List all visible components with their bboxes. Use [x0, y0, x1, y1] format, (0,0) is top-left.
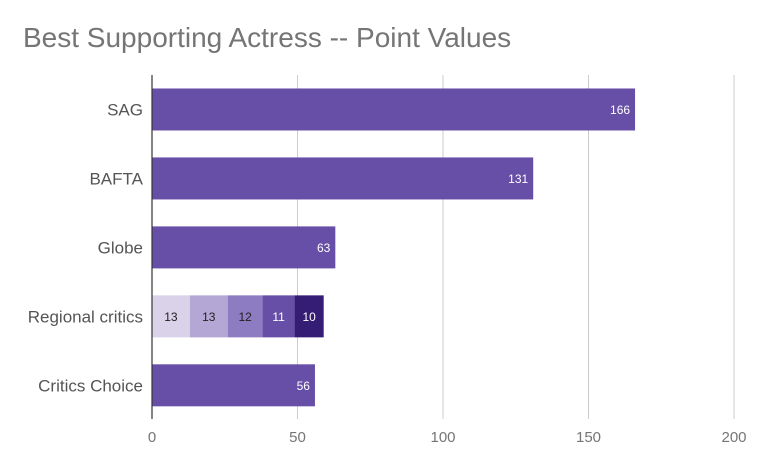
data-label: 63: [317, 241, 331, 255]
bar-segment: [152, 226, 336, 269]
bar-segment: [189, 295, 228, 338]
category-label: Regional critics: [28, 307, 143, 326]
data-label: 12: [238, 310, 252, 324]
chart-title: Best Supporting Actress -- Point Values: [23, 22, 512, 53]
bar-segment: [262, 295, 295, 338]
data-label: 13: [164, 310, 178, 324]
x-tick-label: 150: [576, 429, 601, 446]
data-label: 166: [610, 103, 630, 117]
bar-segment: [227, 295, 263, 338]
x-tick-label: 50: [289, 429, 306, 446]
bar-segment: [152, 88, 636, 131]
data-label: 11: [272, 310, 285, 324]
data-label: 13: [202, 310, 216, 324]
x-tick-label: 100: [430, 429, 455, 446]
x-tick-label: 200: [721, 429, 746, 446]
data-label: 56: [297, 379, 311, 393]
data-label: 131: [508, 172, 528, 186]
bar-segment: [152, 364, 315, 407]
x-tick-label: 0: [148, 429, 156, 446]
category-label: Globe: [98, 238, 143, 257]
category-label: SAG: [107, 100, 143, 119]
bar-segment: [152, 295, 190, 338]
category-label: Critics Choice: [38, 376, 143, 395]
bar-segment: [152, 157, 534, 200]
bar-segment: [294, 295, 324, 338]
category-label: BAFTA: [89, 169, 143, 188]
data-label: 10: [302, 310, 316, 324]
